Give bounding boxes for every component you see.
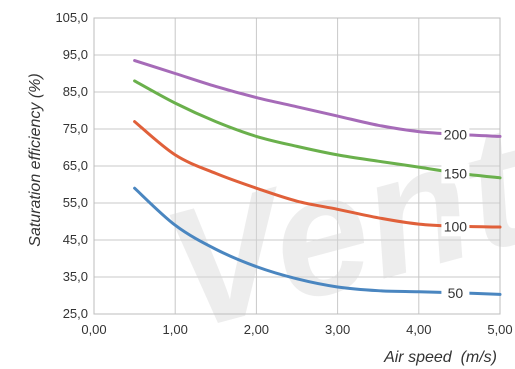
y-tick-label: 105,0: [55, 10, 88, 25]
series-label-text: 50: [448, 285, 464, 301]
y-axis-ticks: 25,0 35,0 45,0 55,0 65,0 75,0 85,0 95,0 105,0: [55, 10, 88, 321]
series-line-200: [133, 59, 502, 138]
series-label-bg: [441, 216, 470, 237]
y-tick-label: 75,0: [63, 121, 88, 136]
x-axis-ticks: 0,00 1,00 2,00 3,00 4,00 5,00: [81, 322, 512, 337]
x-tick-label: 2,00: [244, 322, 269, 337]
series-line-50: [133, 186, 502, 296]
y-tick-label: 25,0: [63, 306, 88, 321]
x-axis-title: Air speed (m/s): [383, 349, 497, 366]
series-label-text: 200: [444, 127, 468, 143]
series-label-50: 50: [441, 282, 470, 303]
x-tick-label: 3,00: [325, 322, 350, 337]
series-label-bg: [441, 282, 470, 303]
plot-frame: [93, 17, 501, 315]
series-label-150: 150: [441, 163, 470, 184]
series-label-bg: [441, 124, 470, 145]
series-label-100: 100: [441, 216, 470, 237]
x-tick-label: 0,00: [81, 322, 106, 337]
y-tick-label: 35,0: [63, 269, 88, 284]
series-label-text: 100: [444, 218, 468, 234]
series-line-150: [133, 79, 502, 180]
series-label-200: 200: [441, 124, 470, 145]
y-tick-label: 95,0: [63, 47, 88, 62]
y-axis-title: Saturation efficiency (%): [27, 73, 44, 246]
y-tick-label: 65,0: [63, 158, 88, 173]
series-lines: [133, 59, 502, 296]
series-label-bg: [441, 163, 470, 184]
y-tick-label: 55,0: [63, 195, 88, 210]
x-tick-label: 4,00: [406, 322, 431, 337]
series-labels: 200 150 100 50: [441, 124, 470, 303]
y-tick-label: 45,0: [63, 232, 88, 247]
series-label-text: 150: [444, 165, 468, 181]
y-tick-label: 85,0: [63, 84, 88, 99]
series-line-100: [133, 120, 502, 229]
x-tick-label: 5,00: [487, 322, 512, 337]
x-tick-label: 1,00: [163, 322, 188, 337]
